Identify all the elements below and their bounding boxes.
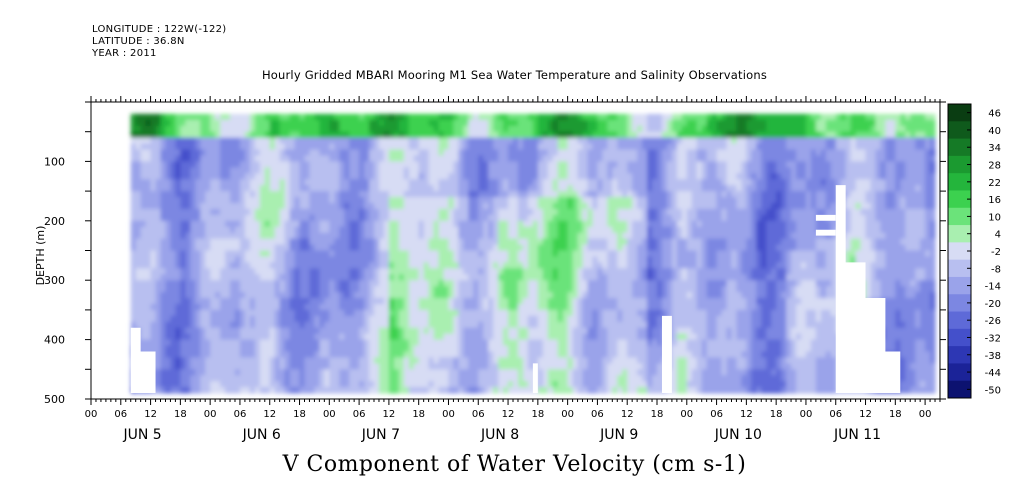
colorbar-swatch (948, 138, 971, 157)
colorbar-label: 40 (988, 126, 1001, 137)
colorbar-label: -2 (991, 247, 1001, 258)
x-hour-tick-label: 00 (919, 409, 932, 420)
colorbar-swatch (948, 207, 971, 226)
colorbar-swatch (948, 346, 971, 364)
x-hour-tick-label: 12 (263, 409, 276, 420)
x-day-label: JUN 9 (599, 427, 638, 443)
x-hour-tick-label: 12 (383, 409, 396, 420)
x-day-label: JUN 6 (242, 427, 281, 443)
colorbar-swatch (948, 363, 971, 382)
x-day-label: JUN 10 (714, 427, 762, 443)
x-hour-tick-label: 00 (204, 409, 217, 420)
colorbar-swatch (948, 173, 971, 191)
x-hour-tick-label: 06 (472, 409, 485, 420)
missing-data-gaps (130, 185, 901, 394)
x-hour-tick-label: 00 (561, 409, 574, 420)
colorbar-swatch (948, 259, 971, 278)
x-hour-tick-label: 12 (502, 409, 515, 420)
missing-data-region-2 (815, 214, 836, 221)
x-hour-tick-label: 06 (234, 409, 247, 420)
chart-title: Hourly Gridded MBARI Mooring M1 Sea Wate… (261, 68, 768, 82)
x-hour-tick-label: 18 (531, 409, 544, 420)
x-hour-tick-label: 18 (174, 409, 187, 420)
colorbar-swatch (948, 294, 971, 313)
colorbar-label: -44 (985, 368, 1001, 379)
colorbar-label: -20 (985, 299, 1001, 310)
x-hour-tick-label: 00 (85, 409, 98, 420)
x-hour-tick-label: 18 (651, 409, 664, 420)
x-hour-tick-label: 18 (412, 409, 425, 420)
x-day-label: JUN 11 (833, 427, 881, 443)
colorbar-label: 46 (988, 109, 1001, 120)
colorbar-label: -50 (985, 385, 1001, 396)
missing-data-region-0 (130, 327, 156, 394)
colorbar: 46 40 34 28 22 16 10 4 -2 -8 -14 -20 -26 -32 -38 -44 -50 (947, 103, 1001, 399)
colorbar-label: 10 (988, 212, 1001, 223)
x-hour-tick-label: 00 (323, 409, 336, 420)
y-axis-label: DEPTH (m) (34, 226, 47, 286)
y-tick-label: 400 (44, 334, 65, 347)
x-hour-tick-label: 00 (442, 409, 455, 420)
y-tick-label: 300 (44, 274, 65, 287)
x-hour-tick-label: 18 (293, 409, 306, 420)
year-label: YEAR : 2011 (92, 48, 157, 59)
colorbar-label: -8 (991, 264, 1001, 275)
colorbar-label: -26 (985, 316, 1001, 327)
x-hour-tick-label: 00 (680, 409, 693, 420)
x-hour-tick-label: 18 (770, 409, 783, 420)
x-hour-tick-label: 12 (621, 409, 634, 420)
missing-data-region-3 (815, 229, 836, 236)
x-hour-tick-label: 06 (353, 409, 366, 420)
missing-data-region-1 (835, 185, 901, 394)
colorbar-swatch (948, 380, 971, 399)
longitude-label: LONGITUDE : 122W(-122) (92, 24, 227, 35)
colorbar-swatch (948, 121, 971, 140)
latitude-label: LATITUDE : 36.8N (92, 36, 185, 47)
y-axis: 100 200 300 400 500 (44, 101, 946, 406)
y-tick-label: 500 (44, 393, 65, 406)
y-tick-label: 200 (44, 215, 65, 228)
colorbar-swatch (948, 104, 971, 122)
colorbar-label: -38 (985, 351, 1001, 362)
colorbar-label: 22 (988, 178, 1001, 189)
colorbar-label: 28 (988, 161, 1001, 172)
colorbar-label: -14 (985, 282, 1001, 293)
missing-data-region-5 (532, 363, 538, 394)
colorbar-swatch (948, 155, 971, 174)
colorbar-label: -32 (985, 333, 1001, 344)
x-axis: 00 06 12 18 00 06 12 18 00 06 12 18 00 06 12 18 00 06 12 18… (85, 96, 941, 443)
x-hour-tick-label: 06 (829, 409, 842, 420)
x-hour-tick-label: 12 (740, 409, 753, 420)
x-hour-tick-label: 18 (889, 409, 902, 420)
colorbar-label: 16 (988, 195, 1001, 206)
y-tick-label: 100 (44, 155, 65, 168)
colorbar-swatch (948, 276, 971, 295)
colorbar-swatch (948, 190, 971, 209)
x-hour-tick-label: 00 (800, 409, 813, 420)
colorbar-swatch (948, 242, 971, 261)
x-day-label: JUN 8 (480, 427, 519, 443)
x-hour-tick-label: 12 (859, 409, 872, 420)
colorbar-swatch (948, 311, 971, 330)
heatmap-field (130, 113, 936, 394)
x-hour-tick-label: 06 (591, 409, 604, 420)
x-hour-tick-label: 06 (114, 409, 127, 420)
colorbar-label: 34 (988, 143, 1001, 154)
colorbar-label: 4 (995, 230, 1001, 241)
colorbar-swatch (948, 225, 971, 243)
colorbar-swatch (948, 328, 971, 347)
x-axis-title: V Component of Water Velocity (cm s-1) (282, 452, 747, 477)
x-hour-tick-label: 06 (710, 409, 723, 420)
x-hour-tick-label: 12 (144, 409, 157, 420)
missing-data-region-4 (661, 315, 672, 394)
x-day-label: JUN 5 (122, 427, 161, 443)
x-day-label: JUN 7 (361, 427, 400, 443)
